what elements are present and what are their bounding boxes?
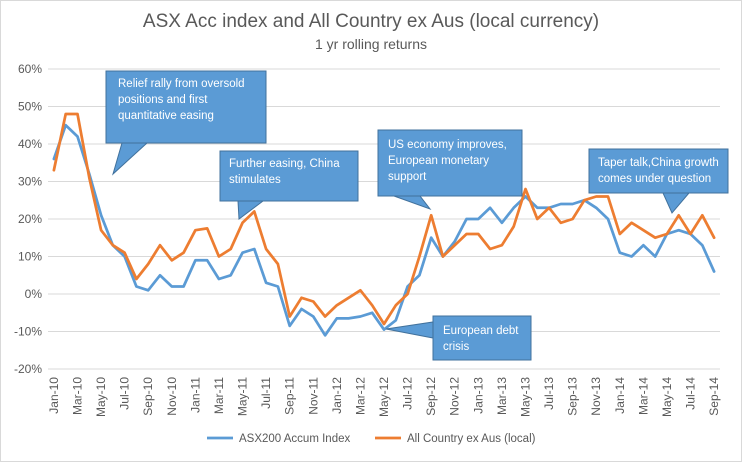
x-tick-label: Jul-13 — [542, 377, 556, 410]
annotation-european-debt: European debt crisis — [385, 315, 532, 361]
x-tick-label: May-12 — [377, 377, 391, 417]
callout-text: European debt — [443, 325, 519, 337]
x-tick-label: May-13 — [518, 377, 532, 417]
series-line-asx200 — [52, 123, 716, 337]
annotation-us-economy: US economy improves, European monetary sup… — [377, 129, 523, 211]
x-tick-label: Nov-13 — [589, 377, 603, 416]
callout-text: US economy improves, — [388, 139, 507, 151]
callout-pointer — [385, 321, 434, 339]
x-tick-label: Sep-12 — [424, 377, 438, 416]
legend-label: All Country ex Aus (local) — [407, 433, 536, 445]
x-tick-label: May-11 — [236, 377, 250, 416]
x-tick-label: Jan-11 — [188, 377, 202, 413]
annotation-taper-talk: Taper talk,China growth comes under quest… — [588, 148, 729, 214]
callout-text: Taper talk,China growth — [598, 157, 719, 169]
callout-text: stimulates — [229, 174, 281, 186]
y-tick-label: -10% — [14, 325, 42, 339]
x-tick-label: Sep-10 — [141, 377, 155, 416]
y-tick-label: 60% — [18, 62, 42, 76]
callout-box — [219, 150, 359, 202]
callout-pointer — [112, 142, 149, 176]
annotation-further-easing: Further easing, China stimulates — [219, 150, 359, 220]
chart-title: ASX Acc index and All Country ex Aus (lo… — [143, 11, 599, 32]
x-tick-label: Mar-10 — [70, 377, 84, 415]
x-tick-label: Mar-13 — [495, 377, 509, 415]
callout-text: support — [388, 171, 427, 183]
callout-text: positions and first — [118, 94, 208, 106]
callout-text: comes under question — [598, 173, 711, 185]
chart-subtitle: 1 yr rolling returns — [315, 36, 427, 52]
callout-pointer — [393, 195, 432, 211]
x-tick-label: Sep-13 — [566, 377, 580, 416]
x-tick-label: Jan-13 — [471, 377, 485, 414]
x-tick-label: Jul-14 — [684, 377, 698, 410]
callout-pointer — [662, 192, 691, 214]
y-tick-label: 50% — [18, 100, 42, 114]
callout-box — [432, 315, 532, 361]
y-tick-label: 40% — [18, 137, 42, 151]
x-tick-label: Mar-11 — [212, 377, 226, 414]
x-tick-label: Nov-11 — [306, 377, 320, 415]
x-tick-label: Jul-12 — [401, 377, 415, 410]
x-tick-label: Sep-14 — [707, 377, 721, 416]
x-tick-label: May-14 — [660, 377, 674, 417]
series-lines — [52, 112, 716, 337]
y-tick-label: 0% — [25, 287, 43, 301]
legend-item-all-country: All Country ex Aus (local) — [375, 433, 536, 445]
x-tick-label: Jul-10 — [118, 377, 132, 410]
x-tick-label: Jul-11 — [259, 377, 273, 409]
y-tick-label: 20% — [18, 212, 42, 226]
callout-box — [588, 148, 729, 194]
callout-text: Further easing, China — [229, 158, 340, 170]
legend: ASX200 Accum Index All Country ex Aus (lo… — [207, 433, 536, 445]
y-axis-ticks: 60% 50% 40% 30% 20% 10% 0% -10% -20% — [14, 62, 42, 376]
x-tick-label: Nov-10 — [165, 377, 179, 416]
legend-item-asx200: ASX200 Accum Index — [207, 433, 350, 445]
x-tick-label: Jan-14 — [613, 377, 627, 414]
x-tick-label: Jan-12 — [330, 377, 344, 414]
y-tick-label: -20% — [14, 362, 42, 376]
x-tick-label: Mar-14 — [636, 377, 650, 415]
y-tick-label: 10% — [18, 250, 42, 264]
callout-text: quantitative easing — [118, 110, 214, 122]
y-tick-label: 30% — [18, 175, 42, 189]
x-tick-label: Jan-10 — [47, 377, 61, 414]
x-tick-label: May-10 — [94, 377, 108, 417]
callout-box — [377, 129, 523, 197]
x-tick-label: Nov-12 — [448, 377, 462, 416]
legend-label: ASX200 Accum Index — [239, 433, 350, 445]
callout-text: Relief rally from oversold — [118, 78, 245, 90]
series-line-all-country — [52, 112, 716, 326]
callout-box — [105, 70, 267, 144]
callout-text: crisis — [443, 341, 469, 353]
annotations: Relief rally from oversold positions and … — [105, 70, 729, 361]
callout-text: European monetary — [388, 155, 489, 167]
x-axis-ticks: Jan-10 Mar-10 May-10 Jul-10 Sep-10 Nov-10 Jan-… — [47, 377, 721, 417]
annotation-relief-rally: Relief rally from oversold positions and … — [105, 70, 267, 176]
x-tick-label: Mar-12 — [353, 377, 367, 415]
x-tick-label: Sep-11 — [283, 377, 297, 415]
